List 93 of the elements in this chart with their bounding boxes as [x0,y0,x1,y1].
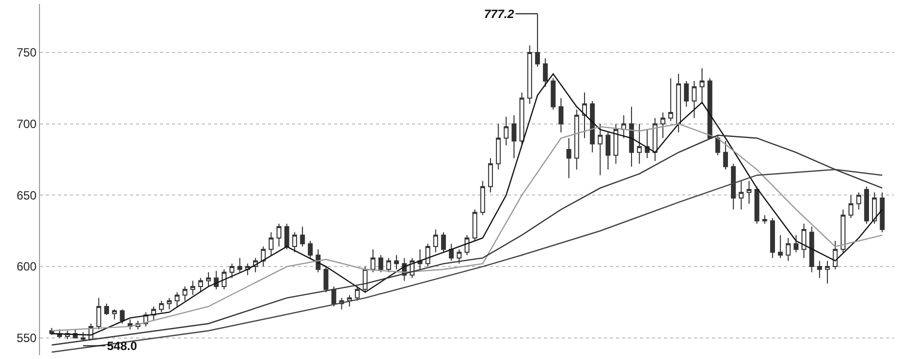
y-tick-label: 750 [16,46,37,60]
candlestick [786,238,791,262]
candlestick [856,192,862,210]
candlestick [268,232,274,256]
candlestick [629,106,634,168]
candlestick [464,234,470,256]
candlestick [284,223,290,250]
candlestick [692,80,697,119]
y-tick-label: 550 [16,331,37,346]
candlestick [96,297,102,330]
candlestick [582,92,587,139]
candlestick [558,98,564,133]
candlestick [613,123,618,164]
candlestick [746,180,752,204]
candlestick [190,280,196,296]
candlestick [504,116,509,146]
candlestick [801,223,806,258]
y-tick-label: 600 [16,260,37,274]
candlestick [606,132,610,170]
candlestick [660,112,666,139]
y-tick-label: 700 [16,117,37,132]
candlestick [848,194,854,219]
candlestick [880,192,885,233]
candlestick [496,123,501,170]
candlestick [738,180,744,210]
candlestick [324,266,328,293]
candlestick [222,268,227,290]
candlestick [840,208,846,253]
candlestick [700,68,704,104]
candlestick [276,223,282,248]
candlestick [370,248,376,273]
y-tick-label: 650 [16,188,37,202]
candlestick [535,13,540,68]
candlestick [230,263,234,278]
candlestick [418,248,422,270]
candlestick [762,214,768,224]
annotation: 548.0 [107,339,138,353]
candlestick [166,297,172,310]
candlestick [182,286,188,302]
candlestick [456,248,462,264]
candlestick [574,109,580,170]
candlestick [824,260,830,284]
candlestick [770,218,775,258]
candlestick [566,138,572,179]
candlestick [590,100,595,153]
candlestick [112,308,117,320]
candlestick [198,277,204,293]
candlestick [308,240,313,258]
candlestick [354,286,360,302]
candlestick [292,232,298,253]
candlestick [550,78,556,110]
candlestick [723,140,728,170]
candlestick [159,300,164,313]
candlestick [104,303,110,316]
candlestick [386,257,392,273]
candlestick [433,228,438,253]
candlestick [621,114,626,139]
candlestick [441,232,446,253]
candlestick [362,266,368,293]
candlestick [778,234,783,258]
candlestick [817,260,822,278]
candlestick [668,78,674,122]
candlestick [542,58,548,88]
candlestick [730,163,736,210]
candlestick [174,292,180,307]
candlestick [80,332,86,342]
candlestick [347,294,352,307]
candlestick [684,80,689,108]
candlestick [754,186,760,224]
candlestick [394,254,399,270]
candlestick [512,114,516,159]
candlestick [425,243,430,268]
candlestick [864,186,869,224]
candlestick [809,226,814,273]
candlestick [872,192,877,224]
candlestick [488,158,493,193]
annotation: 777.2 [484,7,514,21]
candlestick [527,44,532,104]
candlestick [652,118,658,162]
candlestick [300,226,305,248]
line-series [51,168,883,353]
candlestick [206,272,211,288]
candlestick [480,180,486,216]
candlestick [519,92,524,144]
candlestick [472,208,478,242]
candlestick [378,254,384,273]
line-series [51,73,883,336]
candlestick [237,257,242,273]
candlestick [794,234,798,253]
candlestick [598,123,603,176]
candlestick [448,243,454,262]
candlestick [636,123,642,164]
candlestick [676,73,681,133]
